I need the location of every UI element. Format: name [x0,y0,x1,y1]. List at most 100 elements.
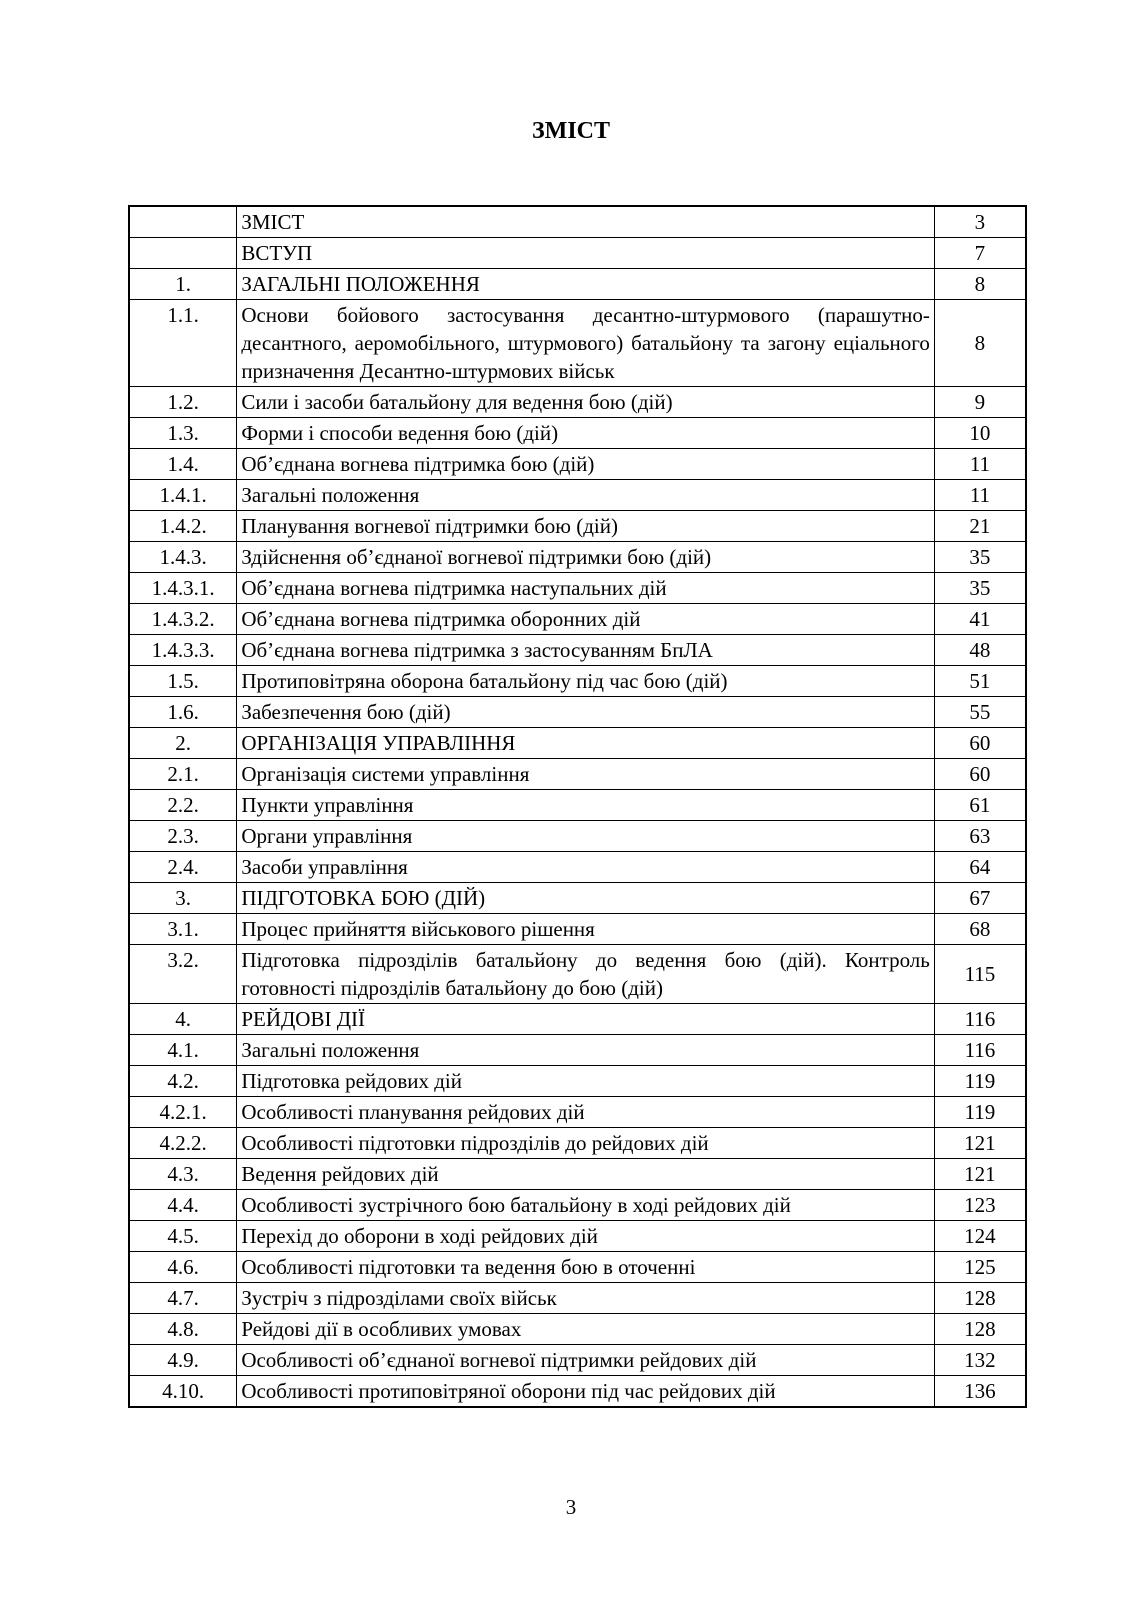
toc-row-number: 2.4. [128,851,238,883]
table-row: 1. ЗАГАЛЬНІ ПОЛОЖЕННЯ 8 [128,268,1027,300]
table-row: 4.3. Ведення рейдових дій 121 [128,1158,1027,1190]
toc-row-title: Забезпечення бою (дій) [236,696,935,728]
toc-row-page: 8 [933,268,1027,300]
toc-row-page: 61 [933,789,1027,821]
table-row: 4.4. Особливості зустрічного бою батальй… [128,1189,1027,1221]
toc-row-page: 60 [933,727,1027,759]
toc-row-number: 1.4.3.3. [128,634,238,666]
toc-row-page: 132 [933,1344,1027,1376]
table-row: 1.1. Основи бойового застосування десант… [128,299,1027,387]
table-row: 1.3. Форми і способи ведення бою (дій) 1… [128,417,1027,449]
toc-row-title: Організація системи управління [236,758,935,790]
toc-row-number: 2.3. [128,820,238,852]
toc-row-page: 10 [933,417,1027,449]
toc-row-page: 128 [933,1282,1027,1314]
table-row: 1.5. Протиповітряна оборона батальйону п… [128,665,1027,697]
table-row: 1.4. Об’єднана вогнева підтримка бою (ді… [128,448,1027,480]
toc-row-number: 4.7. [128,1282,238,1314]
table-row: 4.8. Рейдові дії в особливих умовах 128 [128,1313,1027,1345]
toc-row-page: 119 [933,1096,1027,1128]
table-row: 2.1. Організація системи управління 60 [128,758,1027,790]
toc-row-number [128,205,238,238]
table-row: 4.1. Загальні положення 116 [128,1034,1027,1066]
table-row: 4.9. Особливості об’єднаної вогневої під… [128,1344,1027,1376]
toc-row-page: 64 [933,851,1027,883]
table-row: 1.4.1. Загальні положення 11 [128,479,1027,511]
toc-row-page: 67 [933,882,1027,914]
toc-table: ЗМІСТ 3 ВСТУП 7 1. ЗАГАЛЬНІ ПОЛОЖЕННЯ 8 … [128,205,1027,1408]
toc-row-number: 1.5. [128,665,238,697]
table-row: 4.5. Перехід до оборони в ході рейдових … [128,1220,1027,1252]
toc-row-title: Підготовка рейдових дій [236,1065,935,1097]
toc-row-page: 121 [933,1158,1027,1190]
table-row: 3.1. Процес прийняття військового рішенн… [128,913,1027,945]
toc-row-number: 1. [128,268,238,300]
toc-row-title: Форми і способи ведення бою (дій) [236,417,935,449]
toc-row-title: Загальні положення [236,479,935,511]
toc-row-number: 4.9. [128,1344,238,1376]
toc-row-page: 116 [933,1003,1027,1035]
toc-row-page: 60 [933,758,1027,790]
toc-row-page: 21 [933,510,1027,542]
toc-row-number: 4.3. [128,1158,238,1190]
toc-row-number: 3.2. [128,944,238,1004]
toc-row-page: 136 [933,1375,1027,1408]
toc-row-title: Основи бойового застосування десантно-шт… [236,299,935,387]
toc-row-number: 4.2.1. [128,1096,238,1128]
toc-row-title: Підготовка підрозділів батальйону до вед… [236,944,935,1004]
toc-row-number: 1.4.2. [128,510,238,542]
table-row: 3.2. Підготовка підрозділів батальйону д… [128,944,1027,1004]
toc-row-number: 1.6. [128,696,238,728]
table-row: 2.3. Органи управління 63 [128,820,1027,852]
table-row: 1.4.3. Здійснення об’єднаної вогневої пі… [128,541,1027,573]
toc-row-number: 2. [128,727,238,759]
toc-row-number: 3. [128,882,238,914]
table-row: 4.2.1. Особливості планування рейдових д… [128,1096,1027,1128]
toc-row-title: Ведення рейдових дій [236,1158,935,1190]
toc-row-page: 8 [933,299,1027,387]
toc-row-title: Об’єднана вогнева підтримка бою (дій) [236,448,935,480]
table-row: 2. ОРГАНІЗАЦІЯ УПРАВЛІННЯ 60 [128,727,1027,759]
toc-row-title: ОРГАНІЗАЦІЯ УПРАВЛІННЯ [236,727,935,759]
table-row: ВСТУП 7 [128,237,1027,269]
toc-row-page: 3 [933,205,1027,238]
toc-row-page: 7 [933,237,1027,269]
toc-row-page: 119 [933,1065,1027,1097]
toc-row-number: 1.4.3.1. [128,572,238,604]
toc-row-title: Загальні положення [236,1034,935,1066]
toc-row-page: 11 [933,448,1027,480]
toc-row-title: Пункти управління [236,789,935,821]
toc-row-title: Засоби управління [236,851,935,883]
table-row: 4. РЕЙДОВІ ДІЇ 116 [128,1003,1027,1035]
toc-row-number: 4.5. [128,1220,238,1252]
toc-row-number [128,237,238,269]
toc-row-page: 115 [933,944,1027,1004]
table-row: 1.4.2. Планування вогневої підтримки бою… [128,510,1027,542]
toc-row-number: 4.1. [128,1034,238,1066]
toc-row-title: Сили і засоби батальйону для ведення бою… [236,386,935,418]
toc-row-title: Об’єднана вогнева підтримка наступальних… [236,572,935,604]
toc-row-number: 1.2. [128,386,238,418]
toc-row-title: Об’єднана вогнева підтримка з застосуван… [236,634,935,666]
toc-row-title: Перехід до оборони в ході рейдових дій [236,1220,935,1252]
toc-row-page: 125 [933,1251,1027,1283]
toc-row-page: 116 [933,1034,1027,1066]
toc-row-title: ЗМІСТ [236,205,935,238]
toc-row-number: 1.3. [128,417,238,449]
toc-row-page: 11 [933,479,1027,511]
toc-row-title: Особливості об’єднаної вогневої підтримк… [236,1344,935,1376]
toc-row-page: 68 [933,913,1027,945]
toc-row-title: Зустріч з підрозділами своїх військ [236,1282,935,1314]
toc-row-number: 1.4.1. [128,479,238,511]
toc-row-title: Процес прийняття військового рішення [236,913,935,945]
table-row: 2.4. Засоби управління 64 [128,851,1027,883]
toc-row-page: 48 [933,634,1027,666]
toc-row-title: Особливості підготовки підрозділів до ре… [236,1127,935,1159]
toc-row-number: 1.4.3.2. [128,603,238,635]
toc-row-title: Особливості планування рейдових дій [236,1096,935,1128]
toc-row-title: Особливості зустрічного бою батальйону в… [236,1189,935,1221]
toc-row-page: 63 [933,820,1027,852]
toc-row-page: 124 [933,1220,1027,1252]
toc-row-page: 123 [933,1189,1027,1221]
toc-row-number: 2.1. [128,758,238,790]
